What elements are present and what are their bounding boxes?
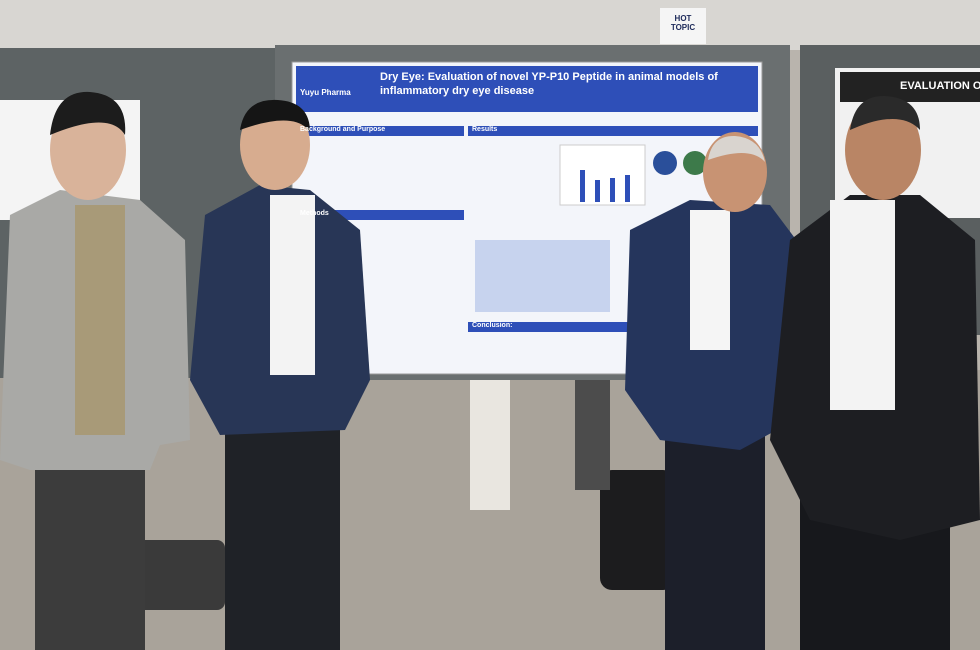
right-poster-title: EVALUATION OF [900,80,980,92]
section-heading: Methods [300,210,329,217]
poster-image [683,151,707,175]
person-legs [470,380,510,510]
figure-bar [580,170,585,202]
section-heading: Results [472,126,498,133]
poster-company: Yuyu Pharma [300,88,351,97]
poster-table [475,240,610,312]
poster-image [653,151,677,175]
figure-bar [625,175,630,202]
hair [50,91,126,135]
right-poster-header [840,72,980,102]
figure-bar [595,180,600,202]
sweater [75,205,125,435]
section-bar [296,126,464,136]
face [845,100,921,200]
hair [850,95,920,130]
section-heading: Conclusion: [472,322,513,329]
poster-figure [559,144,646,206]
bag [135,540,225,610]
hot-topic-sign: HOT TOPIC [670,14,696,32]
hair [240,99,310,132]
section-heading: Background and Purpose [300,126,386,133]
poster-header [296,66,758,112]
sign [660,8,706,44]
section-bar [296,210,464,220]
figure-bar [610,178,615,202]
trousers [35,440,145,650]
section-bar [468,322,758,332]
section-bar [468,126,758,136]
trousers [225,420,340,650]
poster-title: Dry Eye: Evaluation of novel YP-P10 Pept… [380,71,718,97]
shirt [690,210,730,350]
shirt [270,195,315,375]
wall [0,0,980,50]
shirt [830,200,895,410]
hair [708,135,765,162]
person-legs [575,380,610,490]
backpack [600,470,675,590]
